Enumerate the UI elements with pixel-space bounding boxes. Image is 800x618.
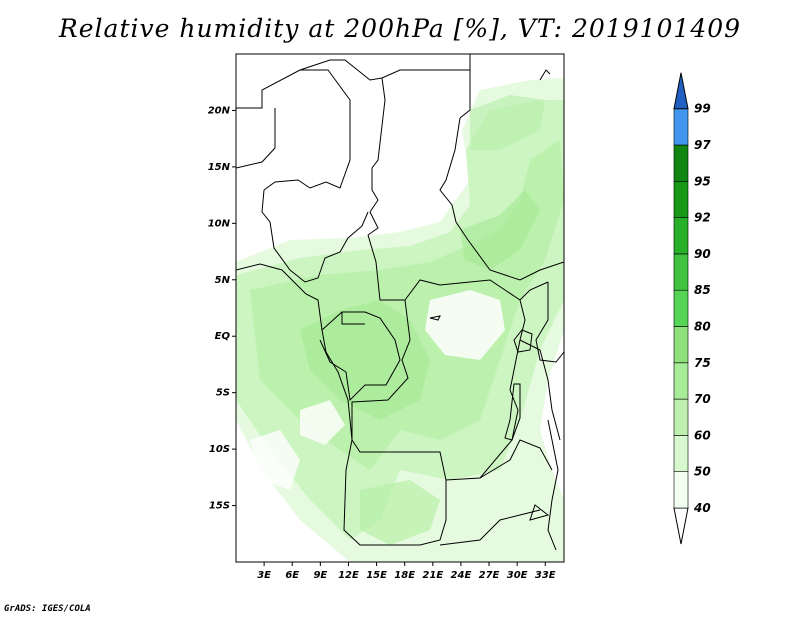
colorbar-label: 85	[694, 283, 711, 297]
colorbar-segment	[673, 144, 689, 182]
lake-outline	[429, 315, 441, 321]
border-line	[341, 312, 365, 325]
lake-outline	[513, 329, 533, 353]
coastline	[547, 419, 559, 551]
border-line	[479, 439, 553, 479]
lat-tick-label: 15N	[208, 162, 231, 173]
lon-tick-label: 6E	[285, 570, 299, 581]
colorbar-segment	[673, 289, 689, 327]
lat-tick-label: 5N	[215, 275, 231, 286]
longitude-axis: 3E 6E 9E 12E 15E 18E 21E 24E 27E 30E 33E	[257, 562, 556, 581]
colorbar-label: 99	[694, 102, 711, 116]
colorbar-label: 75	[694, 356, 711, 370]
lat-tick-label: 10N	[208, 218, 231, 229]
lon-tick-label: 12E	[338, 570, 359, 581]
colorbar-segment	[673, 253, 689, 291]
dry-pocket	[300, 400, 345, 445]
lon-tick-label: 27E	[479, 570, 500, 581]
lon-tick-label: 24E	[451, 570, 472, 581]
country-borders	[236, 54, 564, 551]
border-line	[519, 339, 561, 441]
colorbar-label: 97	[694, 138, 711, 152]
lon-tick-label: 15E	[366, 570, 387, 581]
border-line	[261, 189, 369, 283]
colorbar-label: 70	[694, 392, 711, 406]
coastline	[236, 263, 353, 441]
border-line	[439, 509, 541, 546]
border-line	[467, 239, 564, 281]
lon-tick-label: 9E	[313, 570, 327, 581]
colorbar: 40 50 60 70 75 80 85 90 92 95 97 99	[673, 72, 711, 545]
grads-credit: GrADS: IGES/COLA	[4, 604, 91, 614]
lake-outline	[504, 383, 521, 441]
colorbar-segment	[673, 362, 689, 400]
colorbar-segment	[673, 326, 689, 364]
colorbar-segment	[673, 181, 689, 218]
latitude-axis: 20N 15N 10N 5N EQ 5S 10S 15S	[208, 105, 236, 512]
lat-tick-label: 15S	[209, 501, 230, 512]
lon-tick-label: 21E	[422, 570, 443, 581]
border-line	[351, 299, 526, 481]
lat-tick-label: 20N	[208, 105, 231, 116]
colorbar-bottom-arrow	[673, 507, 689, 545]
border-line	[343, 439, 447, 546]
page-title: Relative humidity at 200hPa [%], VT: 201…	[58, 14, 742, 43]
colorbar-label: 80	[694, 320, 711, 334]
border-line	[459, 70, 471, 119]
border-line	[319, 311, 401, 402]
lon-tick-label: 18E	[394, 570, 415, 581]
colorbar-segment	[673, 217, 689, 255]
border-line	[439, 117, 469, 241]
lon-tick-label: 3E	[257, 570, 271, 581]
colorbar-segment	[673, 471, 689, 509]
humidity-region-60	[360, 480, 440, 545]
border-line	[367, 234, 549, 301]
lon-tick-label: 33E	[535, 570, 556, 581]
colorbar-segment	[673, 398, 689, 436]
border-line	[263, 69, 351, 191]
humidity-region-70	[460, 190, 540, 270]
colorbar-label: 40	[693, 501, 711, 515]
lake-outline	[529, 504, 550, 521]
colorbar-label: 92	[694, 211, 711, 225]
border-line	[535, 282, 564, 363]
humidity-region-60	[470, 95, 545, 150]
dry-pocket	[425, 290, 505, 360]
colorbar-segment	[673, 435, 689, 472]
lat-tick-label: 10S	[209, 444, 230, 455]
colorbar-label: 60	[694, 428, 711, 442]
colorbar-top-arrow	[673, 72, 689, 110]
lat-tick-label: 5S	[216, 388, 230, 399]
map-frame	[235, 53, 565, 563]
colorbar-label: 90	[694, 247, 711, 261]
colorbar-label: 95	[694, 174, 711, 188]
lat-tick-label: EQ	[215, 331, 231, 342]
colorbar-label: 50	[694, 465, 711, 479]
border-line	[236, 54, 471, 109]
border-line	[236, 108, 276, 169]
coastline	[539, 69, 551, 81]
dry-pocket	[250, 430, 300, 490]
humidity-field	[236, 78, 564, 562]
colorbar-segment	[673, 108, 689, 146]
lon-tick-label: 30E	[507, 570, 528, 581]
border-line	[367, 77, 386, 236]
